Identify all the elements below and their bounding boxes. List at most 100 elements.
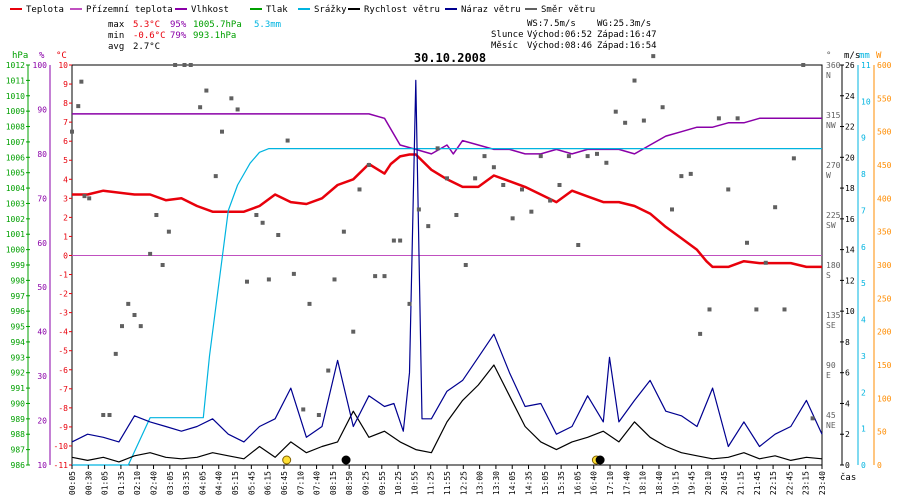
wind-direction-point [407, 301, 412, 306]
direction-tick-label: 270 [826, 161, 841, 170]
wind-speed-max: WS:7.5m/s [527, 19, 576, 29]
series-line-0 [72, 153, 822, 269]
pressure-tick-label: 999 [11, 261, 26, 270]
wind-axis-label: m/s [844, 51, 860, 61]
wind-direction-point [301, 407, 306, 412]
pressure-tick-label: 1009 [6, 107, 25, 116]
wind-tick-label: 2 [845, 430, 850, 439]
wind-direction-point [595, 151, 599, 156]
direction-tick-label: 225 [826, 211, 841, 220]
pressure-tick-label: 1000 [6, 246, 25, 255]
stat-max-label: max [108, 20, 125, 30]
solar-axis-label: W [876, 51, 882, 61]
wind-direction-point [726, 187, 731, 192]
wind-direction-point [204, 88, 209, 93]
stat-min-press: 993.1hPa [193, 31, 236, 41]
humidity-tick-label: 40 [37, 328, 47, 337]
stats-block: max 5.3°C 95% 1005.7hPa 5.3mm min -0.6°C… [108, 19, 657, 52]
x-tick-label: 08:50 [345, 471, 354, 495]
direction-tick-label: 360 [826, 61, 841, 70]
wind-tick-label: 26 [845, 61, 855, 70]
wind-direction-point [198, 105, 203, 110]
sunrise-marker [282, 455, 292, 465]
legend-label-5: Rychlost větru [364, 5, 440, 15]
pressure-tick-label: 1008 [6, 123, 25, 132]
stat-max-temp: 5.3°C [133, 20, 160, 30]
x-tick-label: 18:10 [639, 471, 648, 495]
pressure-tick-label: 1004 [6, 184, 25, 193]
rain-tick-label: 6 [861, 243, 866, 252]
stat-rain: 5.3mm [254, 20, 281, 30]
wind-direction-point [735, 116, 740, 121]
wind-tick-label: 22 [845, 123, 855, 132]
wind-direction-point [491, 165, 496, 170]
x-tick-label: 15:05 [541, 471, 550, 495]
humidity-tick-label: 90 [37, 105, 47, 114]
wind-direction-point [357, 187, 362, 192]
legend-label-0: Teplota [26, 5, 64, 15]
x-tick-label: 13:30 [492, 471, 501, 495]
x-tick-label: 03:05 [166, 471, 175, 495]
stat-min-hum: 79% [170, 31, 187, 41]
rain-axis-label: mm [859, 51, 870, 61]
wind-direction-point [510, 216, 515, 221]
temperature-tick-label: -1 [58, 271, 68, 280]
wind-direction-point [398, 238, 403, 243]
direction-tick-label: 45 [826, 411, 836, 420]
x-tick-label: 08:15 [329, 471, 338, 495]
pressure-tick-label: 1001 [6, 230, 25, 239]
x-tick-label: 02:10 [133, 471, 142, 495]
wind-direction-point [220, 129, 224, 134]
pressure-tick-label: 1002 [6, 215, 25, 224]
series-group [70, 54, 823, 466]
x-tick-label: 21:15 [736, 471, 745, 495]
wind-direction-point [482, 154, 487, 159]
stat-min-temp: -0.6°C [133, 31, 166, 41]
temperature-tick-label: 5 [63, 156, 68, 165]
wind-tick-label: 24 [845, 92, 855, 101]
direction-tick-compass: NE [826, 421, 836, 430]
wind-tick-label: 14 [845, 246, 855, 255]
solar-tick-label: 250 [877, 294, 892, 303]
pressure-tick-label: 986 [11, 461, 26, 470]
x-tick-label: 21:45 [753, 471, 762, 495]
rain-tick-label: 9 [861, 134, 866, 143]
temperature-tick-label: -10 [54, 442, 69, 451]
x-tick-label: 02:40 [150, 471, 159, 495]
pressure-tick-label: 990 [11, 399, 26, 408]
stat-min-label: min [108, 31, 124, 41]
stat-avg-label: avg [108, 42, 124, 52]
x-tick-label: 11:55 [443, 471, 452, 495]
pressure-tick-label: 991 [11, 384, 26, 393]
wind-direction-point [745, 240, 749, 245]
wind-tick-label: 12 [845, 276, 855, 285]
wind-direction-point [463, 263, 468, 267]
wind-direction-point [688, 171, 693, 176]
temperature-tick-label: 8 [63, 99, 68, 108]
rain-tick-label: 8 [861, 170, 866, 179]
x-tick-label: 06:15 [264, 471, 273, 495]
x-tick-label: 23:15 [802, 471, 811, 495]
rain-tick-label: 4 [861, 316, 866, 325]
x-tick-label: 13:00 [476, 471, 485, 495]
rain-tick-label: 0 [861, 461, 866, 470]
wind-tick-label: 0 [845, 461, 850, 470]
humidity-tick-label: 10 [37, 461, 47, 470]
pressure-tick-label: 993 [11, 353, 26, 362]
x-tick-label: 01:35 [117, 471, 126, 495]
x-tick-label: 04:05 [198, 471, 207, 495]
humidity-tick-label: 70 [37, 194, 47, 203]
moonset-time: Západ:16:54 [597, 41, 657, 51]
temperature-tick-label: -11 [54, 461, 69, 470]
wind-direction-point [266, 277, 271, 282]
legend-label-7: Směr větru [541, 5, 595, 15]
wind-direction-point [229, 96, 234, 101]
temperature-tick-label: -2 [58, 290, 68, 299]
direction-tick-compass: E [826, 371, 831, 380]
temperature-tick-label: -9 [58, 423, 68, 432]
x-tick-label: 19:15 [671, 471, 680, 495]
pressure-tick-label: 1006 [6, 153, 25, 162]
wind-direction-point [316, 413, 321, 417]
solar-tick-label: 200 [877, 328, 892, 337]
humidity-tick-label: 100 [33, 61, 48, 70]
